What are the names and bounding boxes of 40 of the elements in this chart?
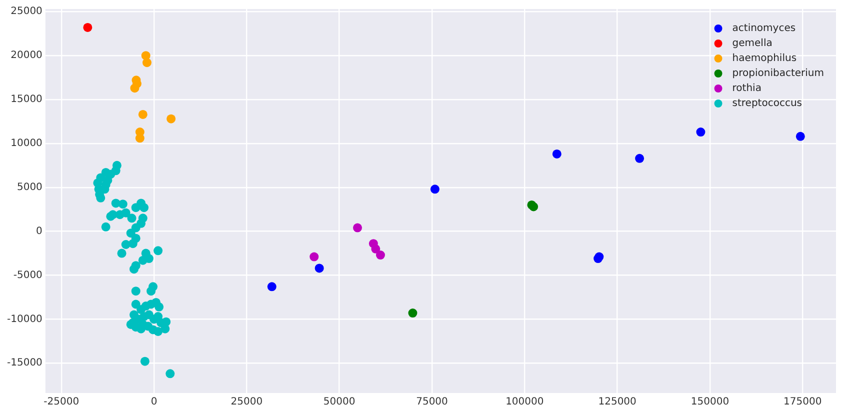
legend-label: actinomyces xyxy=(732,23,796,34)
point xyxy=(267,282,276,292)
point xyxy=(376,250,385,260)
legend-label: gemella xyxy=(732,38,772,50)
y-tick-label: 5000 xyxy=(16,182,42,193)
point xyxy=(430,184,440,194)
legend-label: rothia xyxy=(732,83,762,94)
point xyxy=(166,114,176,124)
y-tick-label: 15000 xyxy=(10,94,42,106)
y-tick-label: 20000 xyxy=(10,50,42,62)
y-tick-label: 10000 xyxy=(10,138,42,150)
y-tick-label: -10000 xyxy=(7,314,42,325)
point xyxy=(696,128,706,137)
point xyxy=(796,132,805,141)
point xyxy=(552,149,562,158)
x-tick-label: 0 xyxy=(150,396,158,408)
legend-label: streptococcus xyxy=(732,98,802,110)
x-tick-label: -25000 xyxy=(44,396,80,408)
y-tick-label: -5000 xyxy=(13,270,42,281)
x-tick-label: 100000 xyxy=(506,396,544,408)
point xyxy=(635,154,644,163)
x-tick-label: 175000 xyxy=(784,396,822,408)
x-tick-label: 125000 xyxy=(598,396,636,408)
legend-label: propionibacterium xyxy=(732,68,824,80)
point xyxy=(353,223,362,232)
legend-label: haemophilus xyxy=(732,53,797,64)
point xyxy=(408,308,418,318)
y-tick-label: -15000 xyxy=(7,358,42,369)
point xyxy=(142,58,152,68)
y-tick-label: 0 xyxy=(36,226,42,237)
x-tick-label: 75000 xyxy=(416,396,448,408)
point xyxy=(314,264,324,273)
point xyxy=(138,110,148,119)
point xyxy=(371,244,380,254)
y-tick-label: 25000 xyxy=(10,6,42,18)
x-tick-label: 50000 xyxy=(323,396,356,408)
x-tick-label: 25000 xyxy=(230,396,263,408)
point xyxy=(310,252,319,262)
x-tick-label: 150000 xyxy=(690,396,730,408)
point xyxy=(83,22,92,32)
